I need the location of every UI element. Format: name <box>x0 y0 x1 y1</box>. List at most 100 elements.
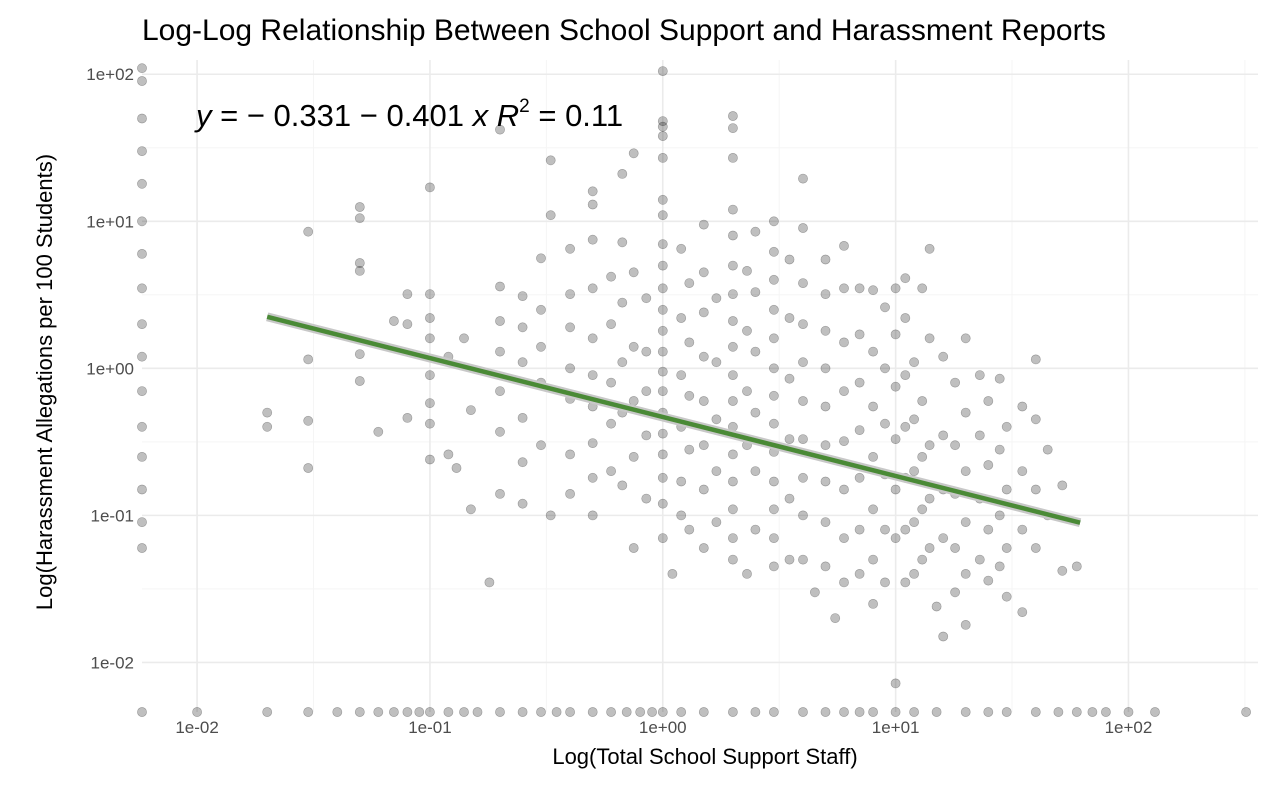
data-point <box>587 186 598 197</box>
data-point <box>938 631 949 642</box>
data-point <box>676 243 687 254</box>
data-point <box>657 239 668 249</box>
data-point <box>994 373 1005 384</box>
data-point <box>137 517 147 527</box>
data-point <box>1030 414 1041 425</box>
data-point <box>137 319 147 329</box>
data-point <box>587 472 598 483</box>
data-point <box>303 707 314 717</box>
data-point <box>1017 466 1028 476</box>
data-point <box>960 620 971 630</box>
data-point <box>459 333 469 344</box>
data-point <box>628 451 639 462</box>
data-point <box>1057 480 1068 491</box>
data-point <box>657 304 668 315</box>
data-point <box>587 438 598 448</box>
data-point <box>890 707 901 717</box>
data-point <box>711 414 722 425</box>
data-point <box>769 390 779 401</box>
data-point <box>617 168 628 179</box>
data-point <box>617 357 628 368</box>
data-point <box>657 386 668 396</box>
data-point <box>839 436 849 446</box>
data-point <box>698 307 709 318</box>
data-point <box>769 533 779 543</box>
data-point <box>820 561 831 572</box>
data-point <box>698 396 709 406</box>
data-point <box>924 243 935 254</box>
data-point <box>983 396 994 406</box>
data-point <box>994 444 1005 455</box>
data-point <box>820 363 831 374</box>
data-point <box>402 289 413 299</box>
data-point <box>1001 421 1012 432</box>
data-point <box>657 260 668 271</box>
data-point <box>854 707 865 717</box>
data-point <box>137 484 147 495</box>
data-point <box>606 418 616 429</box>
data-point <box>354 376 365 386</box>
data-point <box>728 533 738 543</box>
data-point <box>839 283 849 294</box>
data-point <box>784 373 795 384</box>
data-point <box>983 707 994 717</box>
data-point <box>900 273 911 284</box>
data-point <box>728 260 738 271</box>
data-point <box>354 265 365 276</box>
x-tick-label: 1e-02 <box>175 718 218 737</box>
data-point <box>621 707 632 717</box>
data-point <box>938 533 949 543</box>
data-point <box>974 554 985 565</box>
data-point <box>950 440 960 451</box>
data-point <box>451 463 462 473</box>
data-point <box>1001 543 1012 553</box>
data-point <box>587 510 598 521</box>
data-point <box>657 210 668 221</box>
data-point <box>587 234 598 245</box>
data-point <box>354 202 365 212</box>
data-point <box>414 707 425 717</box>
data-point <box>676 313 687 323</box>
data-point <box>459 707 469 717</box>
data-point <box>890 381 901 392</box>
data-point <box>657 707 668 717</box>
data-point <box>551 707 562 717</box>
data-point <box>909 569 919 579</box>
data-point <box>641 346 652 357</box>
data-point <box>657 346 668 357</box>
data-point <box>495 281 505 292</box>
data-point <box>868 599 878 609</box>
data-point <box>960 517 971 527</box>
y-axis-title: Log(Harassment Allegations per 100 Stude… <box>32 154 57 610</box>
data-point <box>565 488 575 499</box>
data-point <box>917 283 928 294</box>
data-point <box>617 480 628 491</box>
data-point <box>820 325 831 336</box>
data-point <box>890 329 901 340</box>
data-point <box>587 199 598 210</box>
data-point <box>994 561 1005 572</box>
data-point <box>728 449 738 460</box>
data-point <box>657 449 668 460</box>
data-point <box>495 426 505 437</box>
data-point <box>1001 591 1012 602</box>
data-point <box>495 316 505 326</box>
data-point <box>854 329 865 340</box>
data-point <box>424 182 435 193</box>
data-point <box>684 390 695 401</box>
data-point <box>628 267 639 278</box>
data-point <box>983 460 994 470</box>
data-point <box>917 504 928 515</box>
data-point <box>750 407 761 418</box>
data-point <box>880 524 890 535</box>
data-point <box>839 337 849 348</box>
data-point <box>587 283 598 294</box>
data-point <box>728 396 738 406</box>
data-point <box>657 498 668 509</box>
data-point <box>517 322 528 333</box>
data-point <box>798 510 808 521</box>
data-point <box>769 504 779 515</box>
regression-fit-line <box>266 314 1081 525</box>
data-point <box>820 517 831 527</box>
data-point <box>388 707 399 717</box>
